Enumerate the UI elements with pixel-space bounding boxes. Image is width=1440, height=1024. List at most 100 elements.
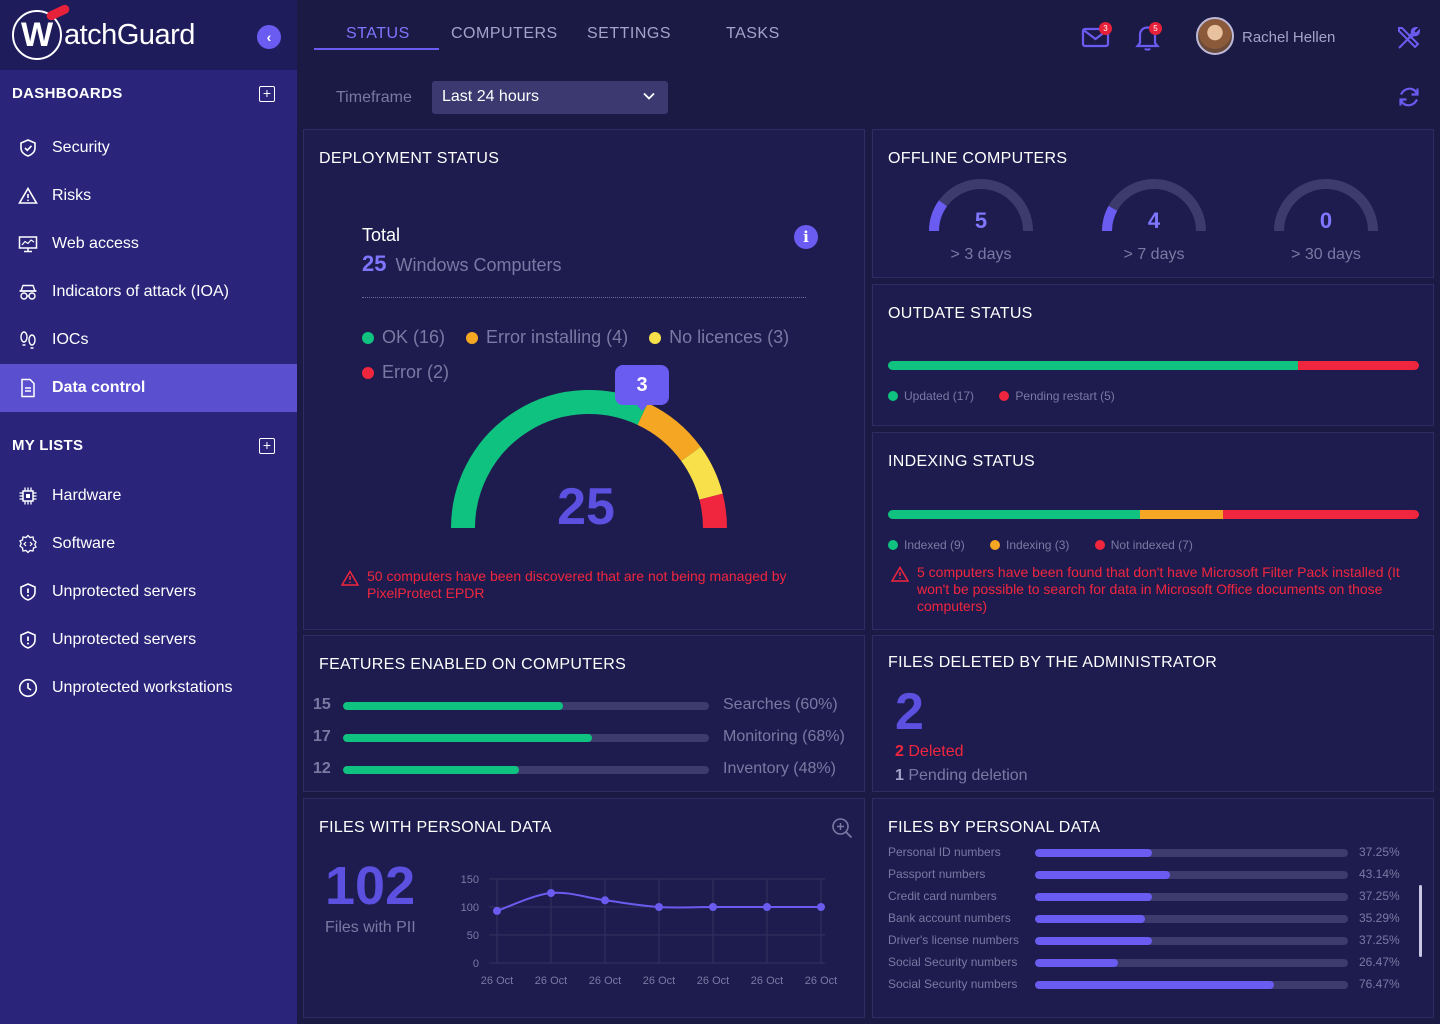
my-lists-heading: MY LISTS bbox=[12, 437, 84, 454]
tab-status[interactable]: STATUS bbox=[346, 25, 410, 42]
personal-bar-track bbox=[1035, 937, 1348, 945]
feature-bar-track bbox=[343, 766, 709, 774]
notifications-button[interactable]: 5 bbox=[1133, 22, 1163, 52]
personal-pct: 37.25% bbox=[1359, 933, 1400, 947]
sidebar-item-label: Indicators of attack (IOA) bbox=[52, 283, 229, 300]
offline-label: > 7 days bbox=[1123, 246, 1185, 263]
info-icon[interactable]: i bbox=[794, 225, 818, 249]
legend-label: Error (2) bbox=[382, 362, 449, 382]
feature-bar-fill bbox=[343, 766, 519, 774]
sidebar-item-hardware[interactable]: Hardware bbox=[0, 472, 297, 520]
arc-fill bbox=[1102, 205, 1118, 232]
gauge-segment bbox=[637, 403, 701, 462]
outdate-status-panel: OUTDATE STATUS Updated (17) Pending rest… bbox=[872, 284, 1434, 426]
personal-type-label: Bank account numbers bbox=[888, 911, 1011, 925]
code-gear-icon bbox=[19, 534, 37, 554]
sidebar-item-iocs[interactable]: IOCs bbox=[0, 316, 297, 364]
personal-type-label: Driver's license numbers bbox=[888, 933, 1019, 947]
sidebar-item-label: Risks bbox=[52, 187, 92, 204]
legend-dot bbox=[362, 367, 374, 379]
pending-count: 1 bbox=[895, 767, 904, 784]
personal-type-label: Personal ID numbers bbox=[888, 845, 1001, 859]
scrollbar-thumb[interactable] bbox=[1419, 885, 1422, 957]
legend-label: Not indexed (7) bbox=[1110, 538, 1193, 552]
refresh-icon[interactable] bbox=[1396, 84, 1422, 110]
user-name[interactable]: Rachel Hellen bbox=[1242, 29, 1336, 46]
footprints-icon bbox=[20, 331, 36, 349]
personal-bar-fill bbox=[1035, 959, 1118, 967]
tab-settings[interactable]: SETTINGS bbox=[587, 25, 672, 42]
shield-alert-icon bbox=[20, 583, 36, 601]
personal-bar-track bbox=[1035, 959, 1348, 967]
sidebar-item-label: Web access bbox=[52, 235, 139, 252]
zoom-icon[interactable] bbox=[831, 817, 853, 839]
arc-track bbox=[1274, 179, 1378, 232]
deleted-count: 2 bbox=[895, 743, 904, 760]
legend-error: Error (2) bbox=[362, 362, 449, 382]
pii-big-value: 102 bbox=[325, 856, 416, 916]
sidebar-item-security[interactable]: Security bbox=[0, 124, 297, 172]
personal-type-label: Passport numbers bbox=[888, 867, 986, 881]
x-tick-label: 26 Oct bbox=[751, 975, 783, 987]
data-point bbox=[547, 889, 555, 897]
legend-label: Updated (17) bbox=[904, 389, 975, 403]
data-point bbox=[817, 903, 825, 911]
x-tick-label: 26 Oct bbox=[535, 975, 567, 987]
collapse-sidebar-button[interactable]: ‹ bbox=[257, 25, 281, 49]
sidebar-item-unprotected-workstations[interactable]: Unprotected workstations bbox=[0, 664, 297, 712]
indexing-legend: Indexed (9) Indexing (3) Not indexed (7) bbox=[888, 538, 1193, 552]
add-list-button[interactable]: + bbox=[259, 438, 275, 454]
legend-not-indexed: Not indexed (7) bbox=[1094, 538, 1193, 552]
panel-title: OUTDATE STATUS bbox=[888, 305, 1033, 322]
sidebar-item-ioa[interactable]: Indicators of attack (IOA) bbox=[0, 268, 297, 316]
sidebar-item-label: Data control bbox=[52, 379, 146, 396]
tab-tasks[interactable]: TASKS bbox=[726, 25, 780, 42]
feature-label: Searches (60%) bbox=[723, 696, 838, 713]
tab-computers[interactable]: COMPUTERS bbox=[451, 25, 558, 42]
personal-type-label: Credit card numbers bbox=[888, 889, 997, 903]
deleted-line: 2 Deleted bbox=[895, 743, 964, 761]
sidebar-item-risks[interactable]: Risks bbox=[0, 172, 297, 220]
chevron-down-icon bbox=[643, 92, 655, 100]
gauge-value: 25 bbox=[557, 478, 615, 536]
sidebar-item-label: Software bbox=[52, 535, 116, 552]
personal-bar-track bbox=[1035, 871, 1348, 879]
timeframe-select[interactable]: Last 24 hours bbox=[432, 81, 668, 114]
mail-button[interactable]: 3 bbox=[1081, 22, 1112, 52]
chevron-left-icon: ‹ bbox=[266, 29, 272, 45]
add-dashboard-button[interactable]: + bbox=[259, 86, 275, 102]
sidebar: W atchGuard ‹ DASHBOARDS + Security Risk… bbox=[0, 0, 297, 1024]
offline-arc bbox=[929, 179, 1033, 232]
offline-gauge: 4 > 7 days bbox=[1098, 178, 1210, 273]
outdate-stacked-bar bbox=[888, 361, 1419, 370]
tooltip-value: 3 bbox=[636, 374, 648, 396]
active-tab-indicator bbox=[314, 48, 439, 50]
watchguard-logo[interactable]: W atchGuard bbox=[12, 10, 195, 60]
document-icon bbox=[21, 378, 35, 398]
dashboards-heading: DASHBOARDS bbox=[12, 85, 123, 102]
sidebar-item-web-access[interactable]: Web access bbox=[0, 220, 297, 268]
personal-bar-fill bbox=[1035, 849, 1152, 857]
user-avatar[interactable] bbox=[1196, 17, 1234, 55]
legend-dot bbox=[888, 391, 898, 401]
total-unit: Windows Computers bbox=[395, 255, 562, 275]
sidebar-item-data-control[interactable]: Data control bbox=[0, 364, 297, 412]
x-tick-label: 26 Oct bbox=[481, 975, 513, 987]
indexing-warning: 5 computers have been found that don't h… bbox=[917, 564, 1400, 614]
x-tick-label: 26 Oct bbox=[805, 975, 837, 987]
legend-dot bbox=[649, 332, 662, 344]
offline-label: > 30 days bbox=[1291, 246, 1361, 263]
feature-bar-fill bbox=[343, 702, 563, 710]
divider bbox=[362, 297, 806, 298]
sidebar-item-unprotected-servers[interactable]: Unprotected servers bbox=[0, 568, 297, 616]
data-point bbox=[763, 903, 771, 911]
sidebar-item-unprotected-servers-2[interactable]: Unprotected servers bbox=[0, 616, 297, 664]
legend-no-licences: No licences (3) bbox=[649, 327, 789, 347]
shield-check-icon bbox=[20, 139, 36, 157]
deployment-status-panel: DEPLOYMENT STATUS Total 25 Windows Compu… bbox=[303, 129, 865, 630]
tools-icon[interactable] bbox=[1396, 25, 1422, 51]
sidebar-item-software[interactable]: Software bbox=[0, 520, 297, 568]
personal-bar-fill bbox=[1035, 893, 1152, 901]
personal-pct: 35.29% bbox=[1359, 911, 1400, 925]
panel-title: OFFLINE COMPUTERS bbox=[888, 150, 1068, 167]
